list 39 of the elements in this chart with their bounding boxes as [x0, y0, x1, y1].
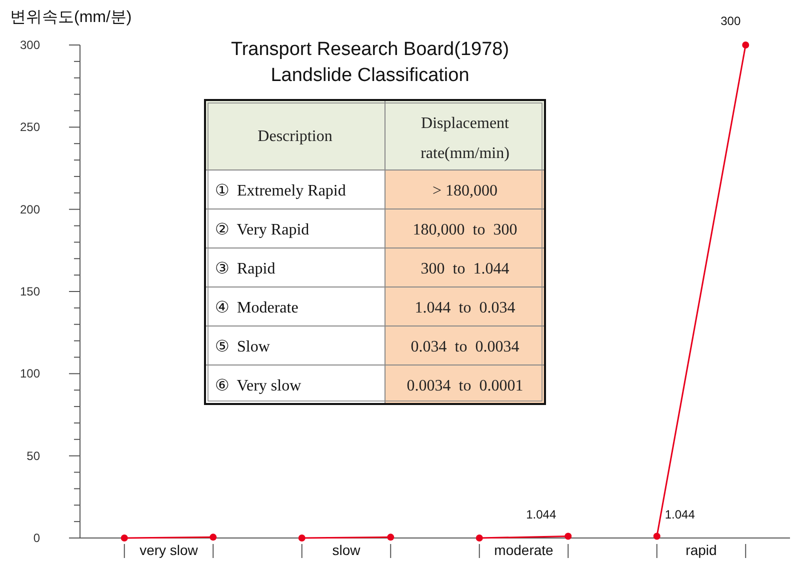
- data-label: 1.044: [526, 507, 556, 522]
- y-tick-label: 200: [20, 202, 40, 216]
- y-tick-label: 250: [20, 120, 40, 134]
- point: [120, 534, 128, 542]
- point: [476, 534, 483, 542]
- y-tick-label: 100: [20, 366, 40, 381]
- text: 1.044 to 0.034: [414, 300, 516, 316]
- y-tick-label: 150: [20, 284, 40, 298]
- text: slow: [332, 542, 362, 558]
- text: ⑤ Slow: [215, 338, 270, 356]
- text: 180,000 to 300: [412, 222, 518, 238]
- text: ⑥ Very slow: [215, 378, 302, 394]
- text: very slow: [140, 542, 199, 558]
- point: [653, 532, 660, 540]
- text: 0.034 to 0.0034: [410, 338, 520, 356]
- text: ① Extremely Rapid: [215, 182, 346, 200]
- point: [564, 532, 572, 540]
- text: 0.0034 to 0.0001: [406, 378, 524, 394]
- data-label: 300: [720, 14, 741, 28]
- point: [298, 534, 306, 542]
- text: ② Very Rapid: [215, 222, 310, 238]
- y-tick-label: 300: [20, 38, 40, 52]
- point: [742, 42, 750, 48]
- category-label: Description: [258, 128, 332, 145]
- text: ④ Moderate: [215, 300, 298, 316]
- y-axis-title: 변위속도(mm/분): [10, 9, 132, 26]
- text: Transport Research Board(1978): [230, 39, 510, 60]
- category-label: Displacement rate(mm/min): [420, 115, 510, 162]
- text: rapid: [686, 542, 717, 558]
- data-label: 1.044: [664, 507, 696, 522]
- point: [210, 534, 217, 541]
- y-tick-label: 0: [33, 531, 40, 545]
- text: > 180,000: [432, 182, 498, 200]
- text: ③ Rapid: [215, 260, 276, 278]
- text: moderate: [494, 542, 554, 558]
- y-tick-label: 50: [26, 448, 40, 463]
- point: [387, 534, 394, 541]
- text: 300 to 1.044: [420, 260, 510, 278]
- text: Landslide Classification: [270, 65, 470, 86]
